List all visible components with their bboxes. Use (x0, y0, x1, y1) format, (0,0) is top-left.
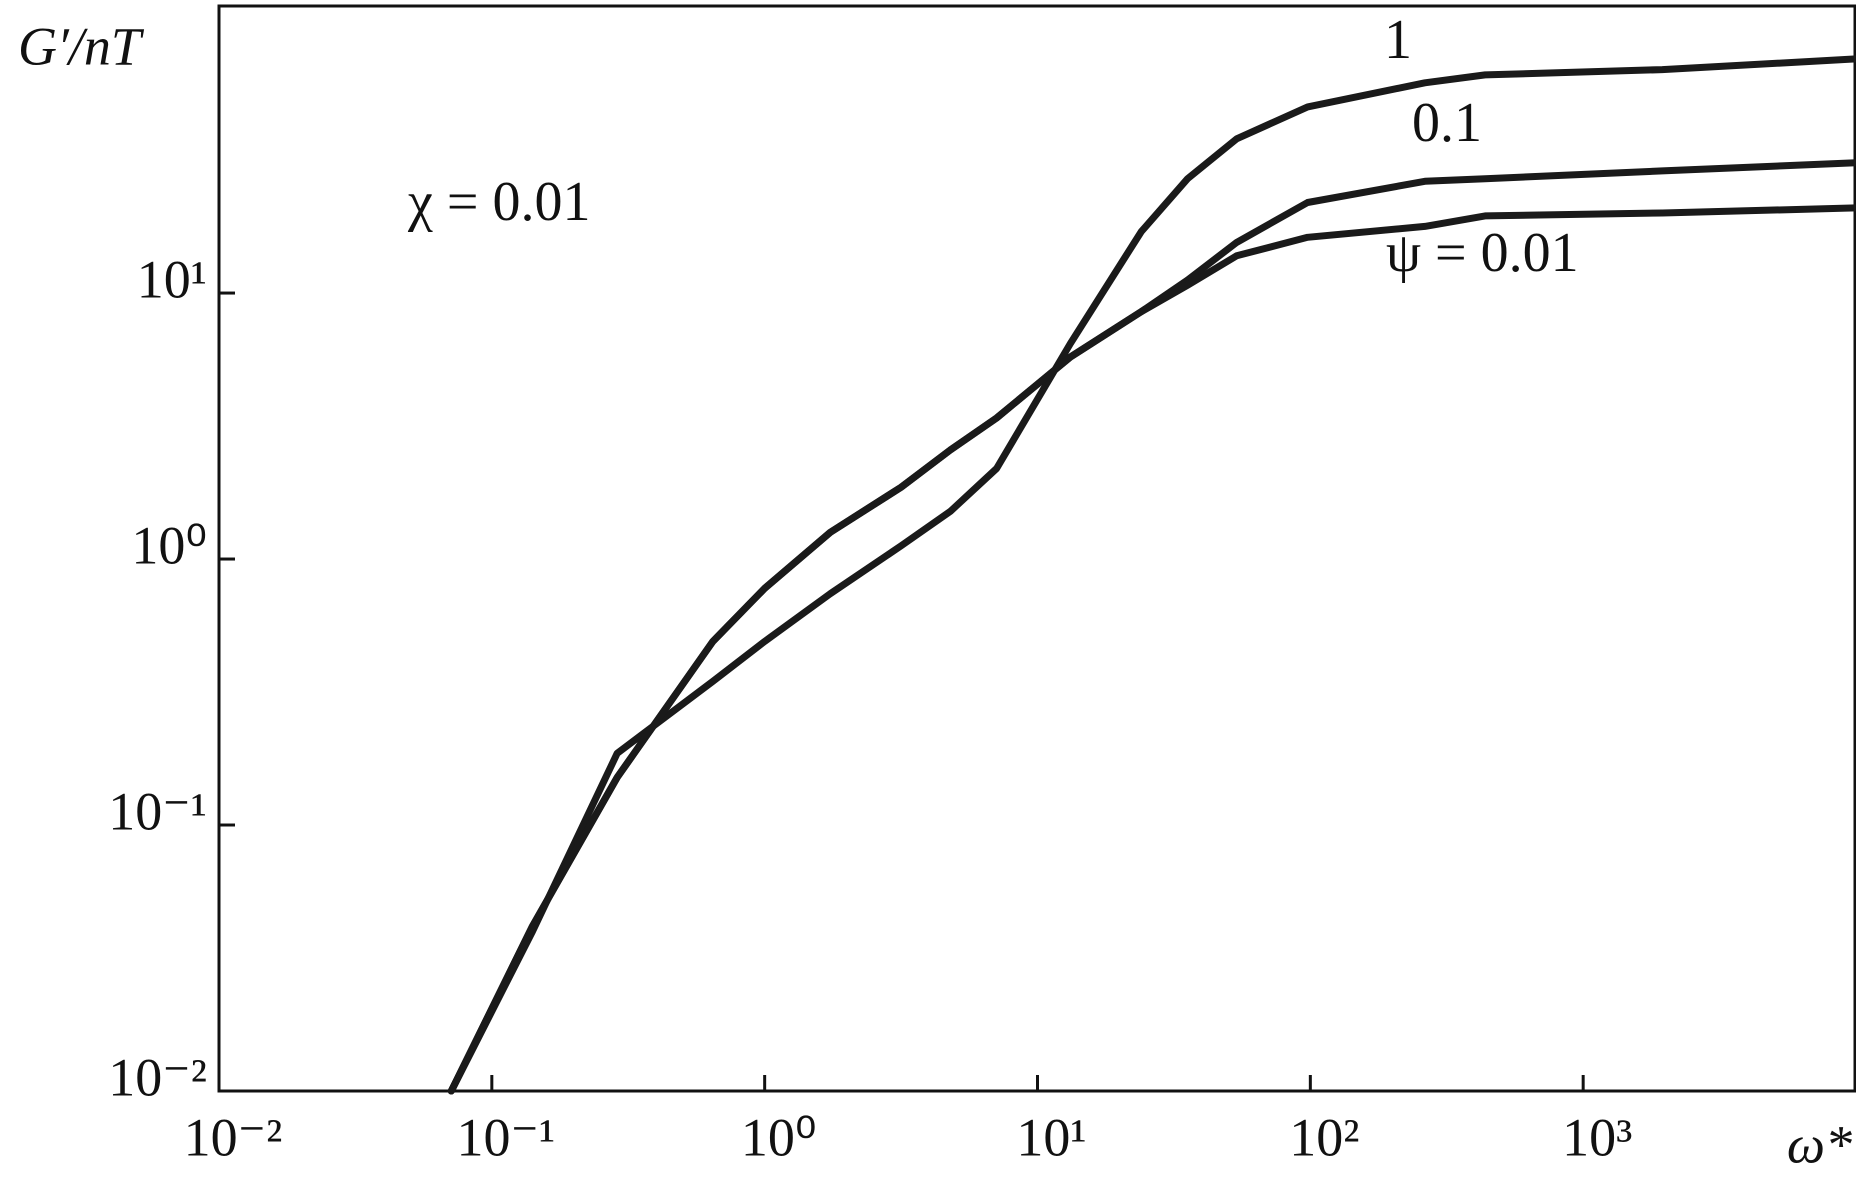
y-tick-label: 10⁰ (131, 515, 207, 575)
annotation: χ = 0.01 (407, 171, 590, 233)
series-label: ψ = 0.01 (1386, 222, 1579, 284)
line-series (447, 204, 1856, 1095)
y-tick-label: 10⁻¹ (108, 781, 207, 841)
plot-frame (217, 4, 1856, 1093)
x-tick-label: 10¹ (1016, 1107, 1086, 1167)
x-axis-label: ω* (1787, 1114, 1852, 1174)
series-label: 0.1 (1412, 92, 1482, 154)
series-label: 1 (1384, 9, 1412, 71)
y-tick-label: 10⁻² (108, 1047, 207, 1107)
y-axis-label: G′/nT (18, 16, 145, 76)
y-tick-label: 10¹ (137, 249, 207, 309)
x-tick-label: 10⁻² (184, 1107, 283, 1167)
x-tick-label: 10² (1289, 1107, 1359, 1167)
x-tick-label: 10³ (1562, 1107, 1632, 1167)
line-series (447, 55, 1856, 1095)
x-tick-label: 10⁻¹ (456, 1107, 555, 1167)
x-tick-label: 10⁰ (741, 1107, 817, 1167)
